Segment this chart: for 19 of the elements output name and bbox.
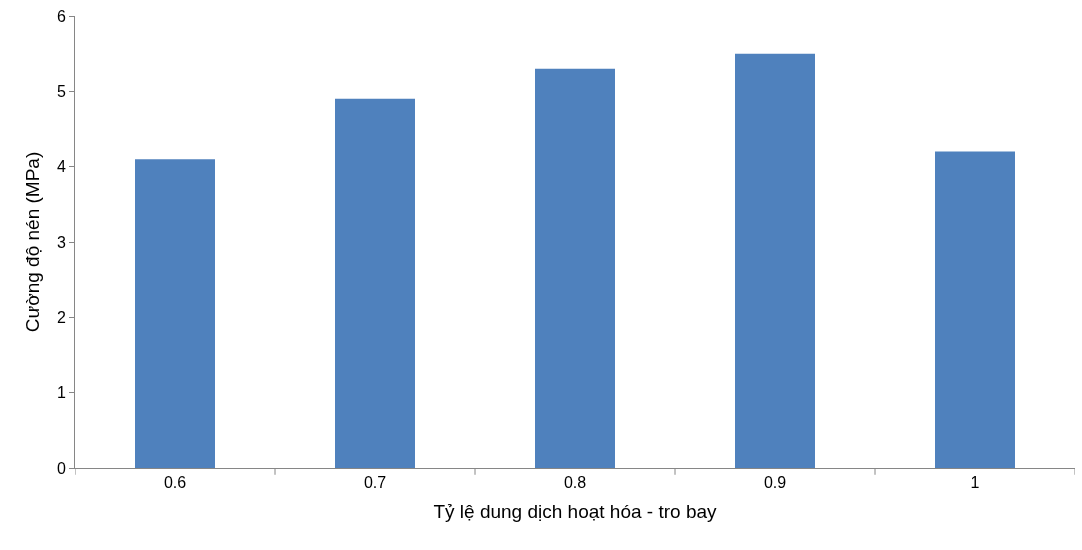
bar: [935, 151, 1015, 468]
bar: [335, 98, 415, 468]
bar: [135, 159, 215, 468]
x-tick-label: 0.7: [363, 474, 387, 492]
y-tick-label: 6: [56, 7, 66, 25]
y-tick-label: 0: [56, 459, 66, 477]
bar: [735, 53, 815, 468]
y-tick-label: 2: [56, 308, 66, 326]
y-tick-label: 1: [56, 384, 66, 402]
x-tick-label: 0.8: [563, 474, 587, 492]
y-tick-label: 5: [56, 82, 66, 100]
y-tick-label: 4: [56, 158, 66, 176]
x-tick-label: 0.9: [763, 474, 787, 492]
x-axis-title: Tỷ lệ dung dịch hoạt hóa - tro bay: [433, 501, 718, 522]
bar: [535, 68, 615, 468]
y-tick-label: 3: [56, 233, 66, 251]
y-axis-title: Cường độ nén (MPa): [21, 151, 43, 333]
x-tick-label: 1: [970, 474, 980, 492]
x-tick-label: 0.6: [163, 474, 187, 492]
